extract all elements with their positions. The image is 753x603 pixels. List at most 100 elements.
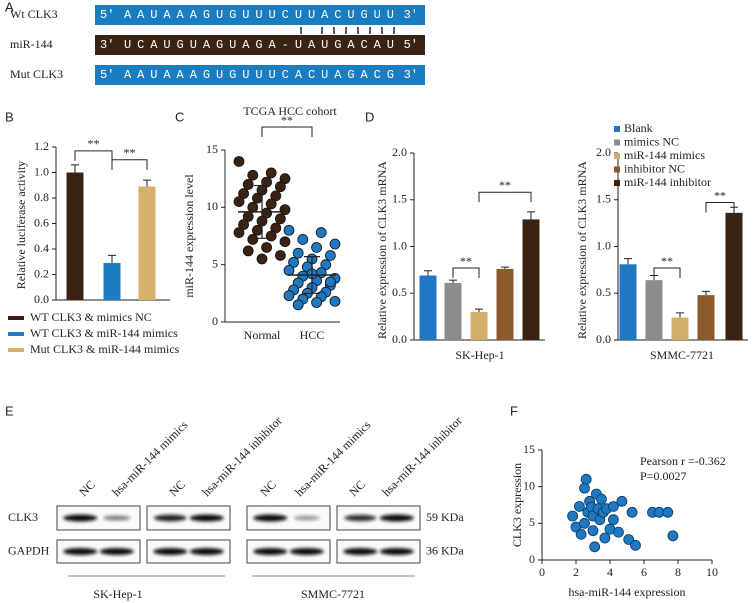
data-point: [567, 510, 578, 522]
legend-swatch: [614, 153, 620, 159]
y-tick-label: 15: [206, 142, 218, 156]
blot-band: [63, 548, 98, 555]
y-tick-label: 1.5: [392, 192, 407, 206]
legend-swatch: [614, 126, 620, 132]
bar: [138, 186, 156, 300]
blot-band: [343, 548, 378, 555]
data-point: [265, 230, 277, 242]
data-point: [270, 222, 282, 234]
data-point: [329, 295, 341, 307]
data-point: [613, 526, 624, 538]
y-tick-label: 5: [212, 256, 218, 270]
significance-label: **: [124, 146, 136, 160]
y-tick-label: 10: [206, 199, 218, 213]
significance-label: **: [88, 137, 100, 151]
data-point: [242, 178, 254, 190]
bar: [470, 311, 488, 340]
y-tick-label: 0.8: [34, 190, 49, 204]
sequence-end: 3': [404, 68, 418, 82]
y-tick-label: 1.0: [34, 164, 49, 178]
blot-panel: [336, 539, 421, 564]
blot-band: [153, 548, 188, 555]
data-point: [283, 224, 295, 236]
legend-label: mimics NC: [624, 134, 679, 148]
error-bar: [501, 266, 509, 269]
data-point: [292, 299, 304, 311]
column-label: hsa-miR-144 inhibitor: [379, 414, 465, 500]
column-label: NC: [76, 477, 98, 499]
column-label: NC: [346, 477, 368, 499]
sequence: UCAUGUAGUAGA-UAUGACAU: [124, 38, 394, 52]
data-point: [233, 196, 245, 208]
error-bar: [143, 179, 151, 187]
band-size: 36 KDa: [426, 543, 464, 557]
bar: [444, 282, 462, 340]
y-tick-label: 0: [212, 314, 218, 328]
x-tick-label: Normal: [244, 328, 281, 342]
data-point: [587, 525, 599, 537]
data-point: [265, 167, 277, 179]
panel-label: B: [5, 109, 14, 124]
data-point: [630, 539, 641, 551]
x-tick-label: HCC: [300, 328, 325, 342]
data-point: [261, 176, 273, 188]
blot-band: [289, 548, 324, 555]
band-size: 59 KDa: [426, 510, 464, 524]
data-point: [292, 247, 304, 259]
panel-label: E: [5, 403, 14, 418]
blot-panel: [146, 539, 231, 564]
y-tick-label: 0.0: [596, 332, 611, 346]
data-point: [574, 501, 585, 512]
sequence-end: 5': [100, 8, 114, 22]
blot-band: [189, 514, 224, 522]
data-point: [279, 204, 291, 216]
data-point: [311, 242, 323, 253]
sequence-end: 5': [100, 68, 114, 82]
y-tick-label: 2.0: [596, 145, 611, 159]
sequence-label: Wt CLK3: [10, 7, 58, 21]
error-bar: [702, 290, 710, 296]
data-point: [623, 534, 635, 545]
y-axis-label: CLK3 expression: [510, 463, 524, 547]
y-tick-label: 5: [529, 515, 535, 529]
column-label: NC: [166, 477, 188, 499]
data-point: [297, 234, 309, 245]
blot-band: [293, 515, 320, 521]
blot-band: [344, 514, 377, 522]
x-tick-label: 8: [675, 565, 681, 579]
data-point: [283, 290, 295, 302]
bar: [645, 280, 663, 340]
sequence-end: 5': [404, 38, 418, 52]
x-axis-label: SMMC-7721: [650, 348, 714, 362]
error-bar: [475, 308, 483, 312]
data-point: [261, 242, 273, 253]
row-label: GAPDH: [8, 543, 50, 557]
blot-band: [99, 548, 134, 555]
significance-bracket: [74, 150, 113, 161]
data-point: [247, 234, 259, 245]
x-axis-label: hsa-miR-144 expression: [569, 585, 686, 599]
data-point: [608, 514, 619, 526]
data-point: [579, 517, 590, 529]
x-tick-label: 4: [607, 565, 613, 579]
data-point: [662, 506, 674, 518]
bar: [103, 263, 121, 300]
y-tick-label: 1.0: [596, 238, 611, 252]
data-point: [274, 181, 286, 193]
data-point: [608, 501, 619, 512]
y-tick-label: 0.0: [392, 332, 407, 346]
bar: [66, 172, 84, 300]
legend-swatch: [614, 139, 620, 146]
y-tick-label: 0.0: [34, 292, 49, 306]
data-point: [579, 482, 590, 494]
significance-bracket: [705, 202, 735, 213]
data-point: [233, 156, 245, 167]
data-point: [320, 259, 332, 271]
sequence-bar: [95, 35, 425, 55]
data-point: [288, 256, 300, 268]
data-point: [265, 198, 277, 210]
data-point: [274, 213, 286, 225]
y-tick-label: 0.4: [34, 241, 49, 255]
legend-swatch: [614, 166, 620, 173]
data-point: [247, 201, 259, 213]
